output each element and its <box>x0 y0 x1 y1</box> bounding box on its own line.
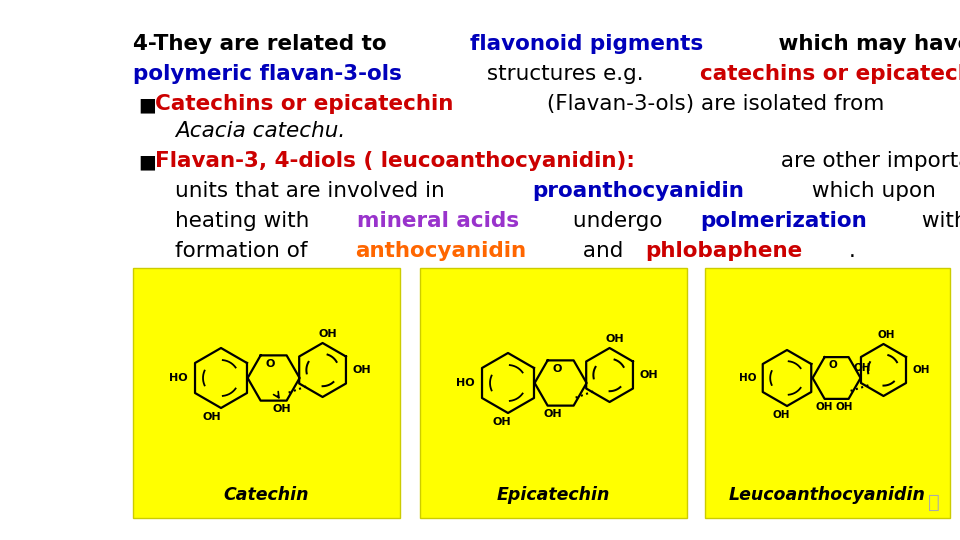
Text: Catechin: Catechin <box>224 486 309 504</box>
Bar <box>420 268 687 518</box>
Text: proanthocyanidin: proanthocyanidin <box>532 181 744 201</box>
Text: are other important: are other important <box>774 151 960 171</box>
Text: heating with: heating with <box>175 211 316 231</box>
Text: OH: OH <box>853 363 871 373</box>
Text: O: O <box>265 359 275 369</box>
Text: anthocyanidin: anthocyanidin <box>355 241 526 261</box>
Text: OH: OH <box>319 329 337 339</box>
Text: and: and <box>576 241 630 261</box>
Text: OH: OH <box>877 330 896 340</box>
Text: O: O <box>828 360 837 370</box>
Text: OH: OH <box>203 412 222 422</box>
Text: polmerization: polmerization <box>700 211 867 231</box>
Text: ■: ■ <box>138 152 156 171</box>
Text: which may have: which may have <box>771 34 960 54</box>
Text: polymeric flavan-3-ols: polymeric flavan-3-ols <box>133 64 402 84</box>
Text: Flavan-3, 4-diols ( leucoanthocyanidin):: Flavan-3, 4-diols ( leucoanthocyanidin): <box>155 151 635 171</box>
Text: OH: OH <box>773 410 790 420</box>
Text: HO: HO <box>738 373 756 383</box>
Text: units that are involved in: units that are involved in <box>175 181 451 201</box>
Bar <box>705 268 950 518</box>
Text: structures e.g.: structures e.g. <box>480 64 651 84</box>
Text: OH: OH <box>352 365 372 375</box>
Text: OH: OH <box>272 403 291 414</box>
Text: Leucoanthocyanidin: Leucoanthocyanidin <box>729 486 926 504</box>
Text: catechins or epicatechin.: catechins or epicatechin. <box>700 64 960 84</box>
Text: HO: HO <box>456 378 475 388</box>
Text: mineral acids: mineral acids <box>357 211 519 231</box>
Text: OH: OH <box>835 402 852 412</box>
Text: OH: OH <box>816 402 833 412</box>
Text: OH: OH <box>543 409 563 419</box>
Text: OH: OH <box>912 365 930 375</box>
Text: 4-They are related to: 4-They are related to <box>133 34 395 54</box>
Bar <box>133 268 400 518</box>
Text: phlobaphene: phlobaphene <box>646 241 803 261</box>
Text: Catechins or epicatechin: Catechins or epicatechin <box>155 94 453 114</box>
Text: OH: OH <box>639 370 659 380</box>
Text: OH: OH <box>492 417 512 427</box>
Text: .: . <box>849 241 855 261</box>
Text: flavonoid pigments: flavonoid pigments <box>470 34 703 54</box>
Text: (Flavan-3-ols) are isolated from: (Flavan-3-ols) are isolated from <box>540 94 884 114</box>
Text: which upon: which upon <box>805 181 936 201</box>
Text: 🔈: 🔈 <box>928 493 940 512</box>
Text: undergo: undergo <box>566 211 670 231</box>
Text: Epicatechin: Epicatechin <box>497 486 611 504</box>
Text: formation of: formation of <box>175 241 314 261</box>
Text: HO: HO <box>169 373 188 383</box>
Text: ■: ■ <box>138 95 156 114</box>
Text: OH: OH <box>605 334 624 344</box>
Text: Acacia catechu.: Acacia catechu. <box>175 121 346 141</box>
Text: with the: with the <box>915 211 960 231</box>
Text: O: O <box>552 364 562 374</box>
